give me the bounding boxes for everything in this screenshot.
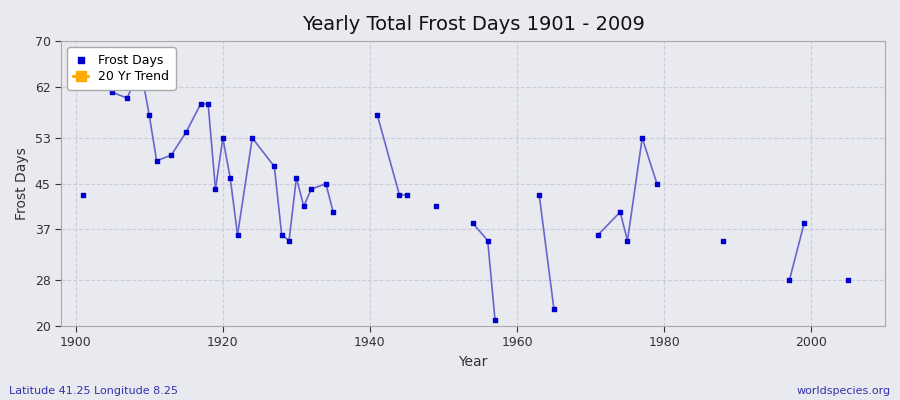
Frost Days [135,72,149,78]
Frost Days [245,135,259,141]
X-axis label: Year: Year [458,355,488,369]
Frost Days [620,237,634,244]
Y-axis label: Frost Days: Frost Days [15,147,29,220]
Frost Days [635,135,650,141]
Frost Days [782,277,796,284]
Frost Days [164,152,178,158]
Frost Days [230,232,245,238]
Frost Days [149,158,164,164]
Frost Days [370,112,384,118]
Frost Days [105,89,120,96]
Frost Days [194,100,208,107]
Frost Days [127,78,141,84]
Frost Days [297,203,311,210]
Frost Days [319,180,333,187]
Frost Days [216,135,230,141]
Frost Days [120,95,134,101]
Frost Days [429,203,444,210]
Frost Days [591,232,606,238]
Title: Yearly Total Frost Days 1901 - 2009: Yearly Total Frost Days 1901 - 2009 [302,15,644,34]
Frost Days [716,237,730,244]
Text: Latitude 41.25 Longitude 8.25: Latitude 41.25 Longitude 8.25 [9,386,178,396]
Frost Days [488,317,502,324]
Frost Days [466,220,481,227]
Frost Days [201,100,215,107]
Frost Days [76,192,90,198]
Frost Days [841,277,855,284]
Frost Days [481,237,495,244]
Frost Days [304,186,319,192]
Frost Days [274,232,289,238]
Frost Days [613,209,627,215]
Frost Days [546,306,561,312]
Frost Days [650,180,664,187]
Frost Days [179,129,194,136]
Frost Days [392,192,407,198]
Frost Days [142,112,157,118]
Frost Days [400,192,414,198]
Frost Days [208,186,222,192]
Frost Days [326,209,340,215]
Frost Days [267,163,282,170]
Frost Days [223,175,238,181]
Legend: Frost Days, 20 Yr Trend: Frost Days, 20 Yr Trend [68,47,176,90]
Frost Days [282,237,296,244]
Frost Days [532,192,546,198]
Frost Days [289,175,303,181]
Text: worldspecies.org: worldspecies.org [796,386,891,396]
Frost Days [796,220,811,227]
